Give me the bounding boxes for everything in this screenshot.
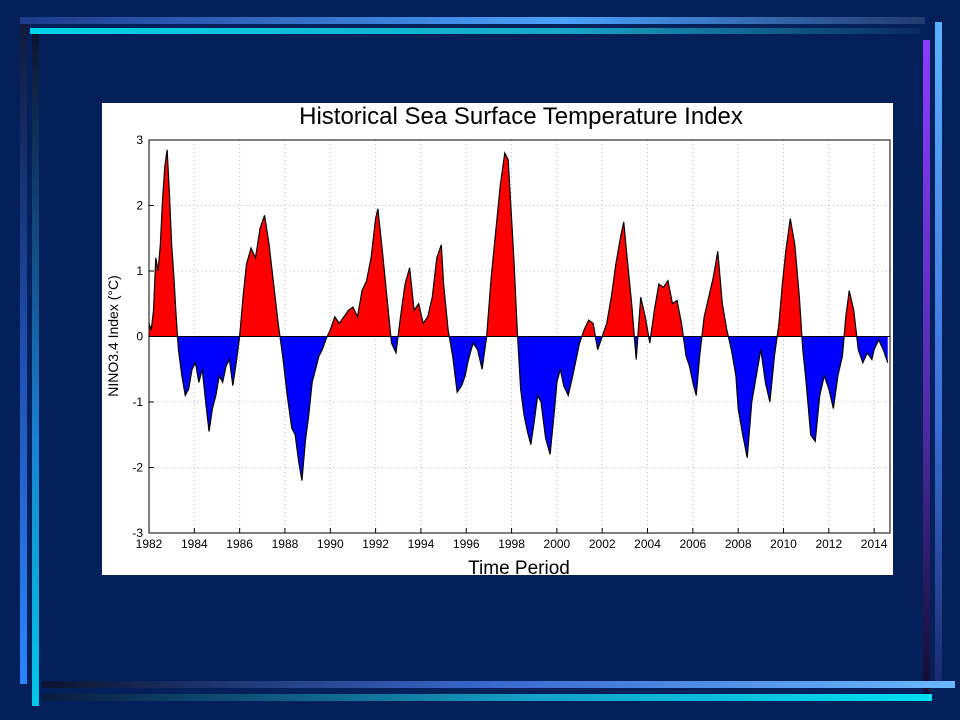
frame-bar-right-inner: [923, 40, 930, 695]
frame-bar-left-inner: [32, 34, 39, 706]
positive-anomaly-area: [149, 149, 888, 337]
x-tick-label: 2004: [634, 537, 661, 551]
y-tick-label: 2: [136, 199, 143, 213]
x-tick-label: 2006: [680, 537, 707, 551]
y-tick-label: 1: [136, 264, 143, 278]
frame-bar-top-outer: [20, 17, 925, 24]
tick-layer: 1982 1984 1986 1988 1990 1992 1994 1996 1998 2000…: [132, 133, 887, 551]
frame-bar-bottom-inner: [42, 694, 932, 701]
area-layer: [148, 149, 889, 481]
frame-bar-right-outer: [935, 22, 942, 682]
x-tick-label: 2000: [544, 537, 571, 551]
y-tick-label: -2: [132, 461, 143, 475]
x-tick-label: 2002: [589, 537, 616, 551]
x-tick-label: 2014: [861, 537, 888, 551]
frame-bar-bottom-outer: [42, 681, 955, 688]
y-tick-label: -1: [132, 395, 143, 409]
x-tick-label: 1994: [408, 537, 435, 551]
chart-panel: Historical Sea Surface Temperature Index…: [102, 103, 893, 575]
frame-bar-top-inner: [30, 28, 920, 34]
frame-bar-left-outer: [20, 24, 27, 684]
index-series-line: [148, 149, 889, 481]
x-tick-label: 1998: [498, 537, 525, 551]
chart-title: Historical Sea Surface Temperature Index: [299, 103, 743, 130]
x-tick-label: 1982: [136, 537, 163, 551]
negative-anomaly-area: [149, 336, 888, 481]
x-tick-label: 2010: [770, 537, 797, 551]
x-tick-label: 2012: [815, 537, 842, 551]
x-tick-label: 1996: [453, 537, 480, 551]
y-tick-label: 0: [136, 330, 143, 344]
y-axis-label: NINO3.4 Index (°C): [105, 275, 121, 397]
x-tick-label: 1986: [226, 537, 253, 551]
nino34-chart: Historical Sea Surface Temperature Index…: [105, 103, 891, 575]
y-tick-label: -3: [132, 526, 143, 540]
y-tick-label: 3: [136, 133, 143, 147]
x-tick-label: 1990: [317, 537, 344, 551]
x-tick-label: 1988: [272, 537, 299, 551]
x-tick-label: 1992: [362, 537, 389, 551]
x-tick-label: 1984: [181, 537, 208, 551]
x-tick-label: 2008: [725, 537, 752, 551]
x-axis-label: Time Period: [468, 558, 570, 575]
